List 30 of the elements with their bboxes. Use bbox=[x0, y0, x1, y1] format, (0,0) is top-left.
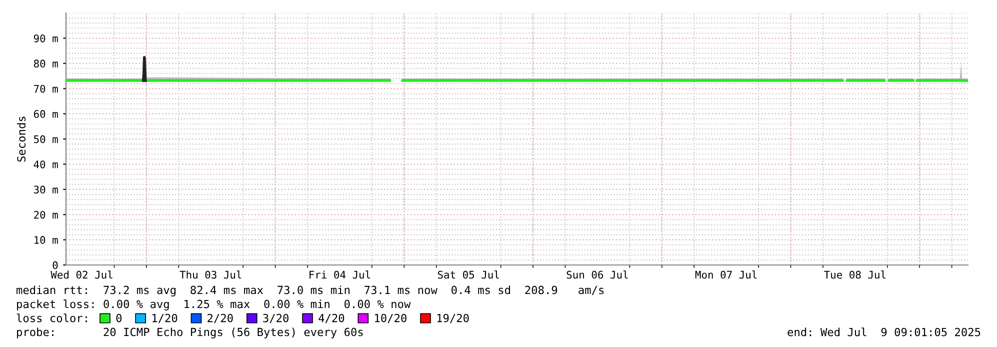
legend-label: 0 bbox=[116, 314, 122, 322]
y-axis-title: Seconds bbox=[16, 116, 26, 162]
x-tick-label: Sat 05 Jul bbox=[438, 270, 499, 279]
x-tick-label: Wed 02 Jul bbox=[50, 270, 112, 279]
y-tick-label: 70 m bbox=[34, 84, 58, 93]
legend-label: 10/20 bbox=[375, 314, 406, 324]
x-tick-label: Mon 07 Jul bbox=[695, 270, 757, 279]
y-tick-label: 20 m bbox=[34, 210, 58, 219]
text: probe: 20 ICMP Echo Pings (56 Bytes) every 60s bbox=[17, 328, 363, 338]
x-tick-label: Sun 06 Jul bbox=[566, 270, 628, 279]
y-tick-label: 90 m bbox=[34, 34, 58, 42]
text: median rtt: 73.2 ms avg 82.4 ms max 73.0 ms min 73.1 ms now 0.4 ms sd 208.9 am/s bbox=[16, 286, 604, 296]
text: packet loss: 0.00 % avg 1.25 % max 0.00 % min 0.00 % now bbox=[17, 300, 411, 310]
y-tick-label: 60 m bbox=[34, 110, 58, 118]
legend-label: 3/20 bbox=[263, 314, 288, 324]
y-tick-label: 40 m bbox=[34, 160, 58, 168]
legend-label: 1/20 bbox=[152, 314, 178, 324]
legend-label: 2/20 bbox=[208, 314, 233, 324]
y-tick-label: 50 m bbox=[34, 135, 58, 144]
y-tick-label: 0 bbox=[52, 261, 58, 270]
x-tick-label: Tue 08 Jul bbox=[824, 270, 886, 279]
legend-label: 4/20 bbox=[318, 314, 344, 324]
legend-title: loss color: bbox=[16, 314, 87, 322]
y-tick-label: 80 m bbox=[34, 60, 58, 68]
y-tick-label: 30 m bbox=[34, 186, 58, 194]
x-tick-label: Fri 04 Jul bbox=[310, 270, 370, 279]
legend-label: 19/20 bbox=[437, 314, 469, 324]
x-tick-label: Thu 03 Jul bbox=[180, 270, 242, 279]
text: end: Wed Jul 9 09:01:05 2025 bbox=[788, 328, 980, 336]
y-tick-label: 10 m bbox=[34, 236, 58, 244]
